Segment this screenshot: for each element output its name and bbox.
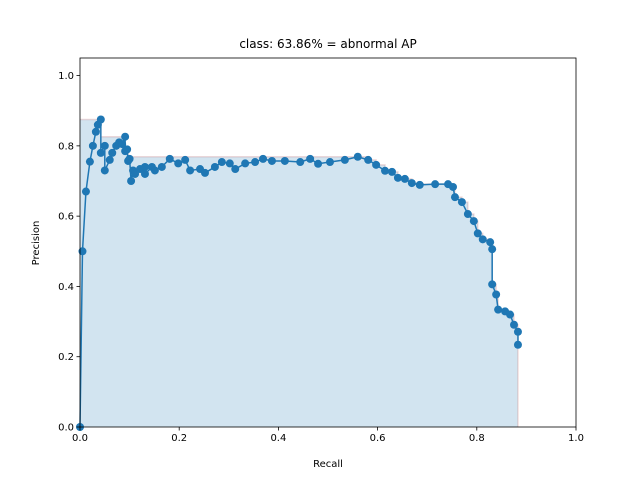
pr-point xyxy=(181,155,190,164)
pr-point xyxy=(150,166,159,175)
pr-point xyxy=(78,247,87,256)
pr-point xyxy=(231,165,240,174)
pr-point xyxy=(450,193,459,202)
pr-point xyxy=(174,159,183,168)
pr-point xyxy=(381,166,390,175)
pr-point xyxy=(488,245,497,254)
pr-point xyxy=(478,235,487,244)
pr-point xyxy=(108,148,117,157)
pr-point xyxy=(118,140,127,149)
y-axis-label: Precision xyxy=(31,221,42,266)
pr-point xyxy=(280,156,289,165)
pr-point xyxy=(506,310,515,319)
pr-point xyxy=(306,154,315,163)
x-tick-label: 0.2 xyxy=(171,433,187,444)
pr-point xyxy=(364,155,373,164)
pr-point xyxy=(140,169,149,178)
pr-point xyxy=(513,340,522,349)
plot-frame xyxy=(79,57,577,428)
y-tick-label: 1.0 xyxy=(58,71,74,82)
pr-point xyxy=(296,158,305,167)
pr-point xyxy=(251,158,260,167)
pr-point xyxy=(463,210,472,219)
y-tick-label: 0.8 xyxy=(58,141,74,152)
pr-point xyxy=(186,166,195,175)
pr-point xyxy=(431,180,440,189)
pr-point xyxy=(123,145,132,154)
x-tick-label: 0.6 xyxy=(370,433,386,444)
pr-point xyxy=(85,157,94,166)
x-axis-label: Recall xyxy=(313,459,343,470)
pr-point xyxy=(393,173,402,182)
chart-title: class: 63.86% = abnormal AP xyxy=(239,37,416,51)
pr-point xyxy=(448,182,457,191)
pr-point xyxy=(210,162,219,171)
pr-point xyxy=(473,229,482,238)
pr-point xyxy=(510,320,518,329)
pr-point xyxy=(400,174,409,183)
pr-point xyxy=(100,141,109,150)
pr-point xyxy=(157,162,166,171)
pr-point xyxy=(457,198,466,207)
pr-point xyxy=(469,217,478,226)
pr-point xyxy=(140,162,149,171)
x-tick-label: 0.4 xyxy=(270,433,286,444)
pr-point xyxy=(488,280,497,289)
pr-point xyxy=(314,159,323,168)
y-tick-label: 0.6 xyxy=(58,212,74,223)
pr-point xyxy=(165,154,174,163)
pr-point xyxy=(340,155,349,164)
pr-point xyxy=(125,154,134,163)
pr-point xyxy=(105,155,114,164)
x-tick-label: 1.0 xyxy=(568,433,584,444)
pr-point xyxy=(200,168,209,177)
pr-point xyxy=(415,180,424,189)
pr-point xyxy=(372,160,381,169)
pr-point xyxy=(131,169,140,178)
pr-point xyxy=(217,158,226,167)
pr-point xyxy=(259,154,268,163)
y-tick-label: 0.2 xyxy=(58,352,74,363)
pr-point xyxy=(325,158,334,167)
pr-point xyxy=(407,179,416,188)
pr-point xyxy=(121,132,130,141)
y-tick-label: 0.4 xyxy=(58,282,74,293)
pr-point xyxy=(96,148,105,157)
x-tick-label: 0.0 xyxy=(72,433,88,444)
pr-point xyxy=(241,159,250,168)
pr-point xyxy=(127,177,136,185)
pr-point xyxy=(225,159,234,168)
interpolated-area xyxy=(80,119,518,427)
pr-point xyxy=(494,305,503,314)
pr-point xyxy=(267,156,276,165)
y-tick-label: 0.0 xyxy=(58,423,74,434)
pr-point xyxy=(387,167,396,176)
pr-point xyxy=(88,141,97,150)
x-tick-label: 0.8 xyxy=(469,433,485,444)
pr-point xyxy=(486,238,495,247)
pr-point xyxy=(492,290,501,299)
pr-point xyxy=(96,115,105,124)
pr-point xyxy=(81,187,90,196)
pr-point xyxy=(91,127,100,136)
pr-point xyxy=(100,166,109,175)
pr-point xyxy=(353,152,362,161)
pr-point xyxy=(513,327,522,336)
